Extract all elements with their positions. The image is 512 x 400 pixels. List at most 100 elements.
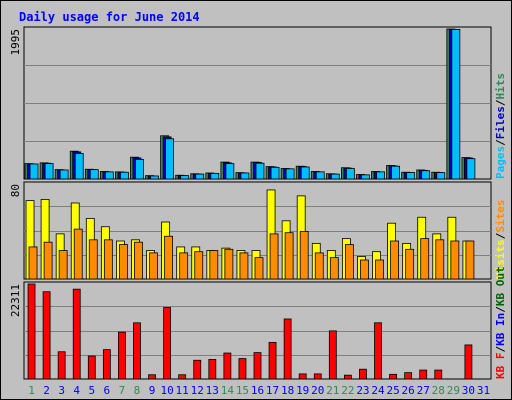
bar-kb-f-day-23 [359,368,367,380]
bar-sites-day-23 [360,259,369,280]
bar-pages-day-18 [285,168,295,180]
bar-sites-day-28 [435,239,445,280]
panel-visits: 80 Visits/Sites [9,181,507,280]
bar-kb-f-day-3 [57,351,66,380]
x-tick-label: 13 [206,384,219,397]
x-tick-label: 4 [73,384,80,397]
x-tick-label: 20 [311,384,324,397]
bar-kb-f-day-22 [343,374,352,380]
bar-pages-day-30 [466,158,476,180]
bar-sites-day-13 [209,250,219,280]
chart-title: Daily usage for June 2014 [19,10,200,24]
x-tick-label: 31 [477,384,490,397]
legend-part: Pages [494,146,507,179]
bar-pages-day-14 [225,163,235,180]
bar-kb-f-day-11 [178,374,187,380]
bar-kb-f-day-28 [434,369,443,380]
legend-part: Files [494,106,507,139]
x-tick-label: 7 [119,384,126,397]
bar-pages-day-27 [421,170,431,180]
x-tick-label: 12 [191,384,204,397]
bar-pages-day-5 [89,169,99,180]
bar-pages-day-19 [300,166,310,180]
bar-pages-day-24 [376,171,385,180]
x-tick-label: 21 [326,384,339,397]
bar-pages-day-26 [406,172,416,180]
legend-part: / [494,232,507,239]
x-tick-label: 8 [134,384,141,397]
bar-pages-day-21 [330,173,340,180]
bar-pages-day-3 [59,169,69,180]
bar-sites-day-29 [450,240,460,280]
bar-sites-day-11 [179,252,189,280]
y-max-label: 80 [9,184,22,197]
bar-kb-f-day-19 [298,373,307,380]
bar-kb-f-day-6 [102,349,111,380]
x-tick-label: 23 [356,384,369,397]
bar-pages-day-1 [29,163,39,180]
bar-sites-day-27 [420,238,430,280]
bar-pages-day-2 [44,163,54,180]
legend-part: Hits [494,73,507,100]
bar-sites-day-17 [269,233,279,280]
series-legend-label: Visits/Sites [494,200,507,280]
bar-pages-day-28 [436,172,446,180]
legend-part: KB F [494,353,507,380]
bar-pages-day-23 [361,174,370,180]
bar-kb-f-day-1 [27,283,36,380]
bar-sites-day-10 [164,235,174,280]
bar-sites-day-30 [465,240,475,280]
x-tick-label: 26 [402,384,415,397]
x-tick-label: 18 [281,384,294,397]
x-tick-label: 15 [236,384,249,397]
bar-kb-f-day-14 [223,352,232,380]
legend-part: Sites [494,200,507,233]
x-tick-label: 2 [43,384,50,397]
bar-sites-day-16 [254,257,264,280]
x-tick-label: 25 [386,384,399,397]
x-tick-label: 3 [58,384,65,397]
bar-pages-day-25 [391,165,400,180]
bar-kb-f-day-16 [253,352,262,380]
bar-sites-day-22 [344,244,354,280]
bar-sites-day-21 [329,257,339,280]
bar-pages-day-15 [240,172,250,180]
bar-kb-f-day-26 [404,372,413,380]
x-tick-label: 27 [417,384,430,397]
x-tick-label: 11 [176,384,189,397]
bar-sites-day-3 [58,250,68,280]
bar-pages-day-7 [120,171,129,180]
bar-kb-f-day-9 [148,374,156,380]
bar-kb-f-day-15 [238,358,247,380]
x-tick-label: 5 [88,384,95,397]
bar-sites-day-8 [134,241,143,280]
legend-part: / [494,306,507,313]
y-max-label: 1995 [9,29,22,56]
bar-sites-day-1 [28,246,38,280]
bar-pages-day-13 [210,172,220,180]
legend-part: / [494,99,507,106]
bar-kb-f-day-25 [389,373,397,380]
x-tick-label: 10 [160,384,173,397]
bar-sites-day-20 [314,252,324,280]
bar-sites-day-14 [224,248,234,280]
bar-kb-f-day-4 [72,288,81,380]
bar-sites-day-6 [103,239,113,280]
bar-kb-f-day-5 [87,355,96,380]
bar-pages-day-11 [180,175,190,180]
x-tick-label: 17 [266,384,279,397]
bar-pages-day-22 [345,168,355,180]
x-tick-label: 6 [104,384,111,397]
bar-sites-day-7 [119,244,128,280]
bar-kb-f-day-17 [268,341,277,380]
bar-sites-day-18 [284,232,294,280]
bar-sites-day-15 [239,252,249,280]
bar-pages-day-9 [150,175,159,180]
bar-sites-day-19 [299,231,309,280]
bar-sites-day-25 [390,240,399,280]
bar-kb-f-day-24 [374,322,382,380]
bar-pages-day-29 [451,28,461,180]
bar-kb-f-day-18 [283,318,292,380]
